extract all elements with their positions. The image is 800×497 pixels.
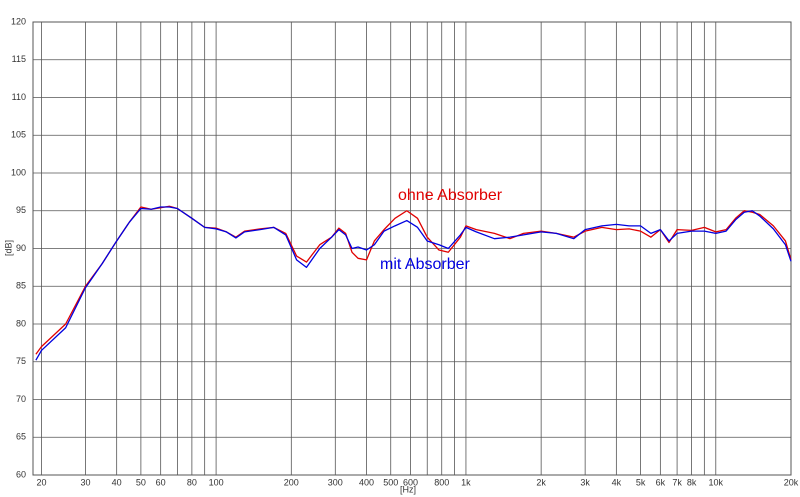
y-tick-label: 70 <box>16 394 26 404</box>
x-tick-label: 20k <box>784 477 799 487</box>
y-tick-label: 100 <box>11 167 26 177</box>
x-tick-label: 4k <box>612 477 622 487</box>
x-tick-label: 8k <box>687 477 697 487</box>
y-tick-label: 95 <box>16 205 26 215</box>
y-tick-label: 85 <box>16 281 26 291</box>
x-tick-label: 20 <box>36 477 46 487</box>
y-tick-label: 105 <box>11 130 26 140</box>
x-tick-label: 3k <box>580 477 590 487</box>
y-tick-label: 90 <box>16 243 26 253</box>
series-line <box>35 206 792 361</box>
y-tick-label: 115 <box>12 54 26 64</box>
y-tick-label: 110 <box>12 92 26 102</box>
x-tick-label: 400 <box>359 477 374 487</box>
y-axis-label: [dB] <box>3 240 13 256</box>
x-tick-label: 50 <box>136 477 146 487</box>
x-tick-label: 200 <box>284 477 299 487</box>
x-axis-label: [Hz] <box>400 484 416 494</box>
x-tick-label: 800 <box>434 477 449 487</box>
x-tick-label: 60 <box>156 477 166 487</box>
x-tick-label: 30 <box>80 477 90 487</box>
x-tick-label: 500 <box>383 477 398 487</box>
x-tick-label: 5k <box>636 477 646 487</box>
x-tick-label: 2k <box>536 477 546 487</box>
y-tick-label: 120 <box>11 16 26 26</box>
y-tick-label: 80 <box>16 318 26 328</box>
x-tick-label: 80 <box>187 477 197 487</box>
x-tick-label: 1k <box>461 477 471 487</box>
x-tick-label: 100 <box>209 477 224 487</box>
x-tick-label: 40 <box>112 477 122 487</box>
series-label: mit Absorber <box>380 256 470 273</box>
x-tick-label: 7k <box>672 477 682 487</box>
x-tick-label: 6k <box>656 477 666 487</box>
y-tick-label: 60 <box>16 469 26 479</box>
series-line <box>35 205 792 355</box>
x-tick-label: 10k <box>709 477 724 487</box>
series-label: ohne Absorber <box>398 187 503 204</box>
y-tick-label: 75 <box>16 356 26 366</box>
x-tick-label: 600 <box>403 477 418 487</box>
x-tick-label: 300 <box>328 477 343 487</box>
y-tick-label: 65 <box>16 432 26 442</box>
